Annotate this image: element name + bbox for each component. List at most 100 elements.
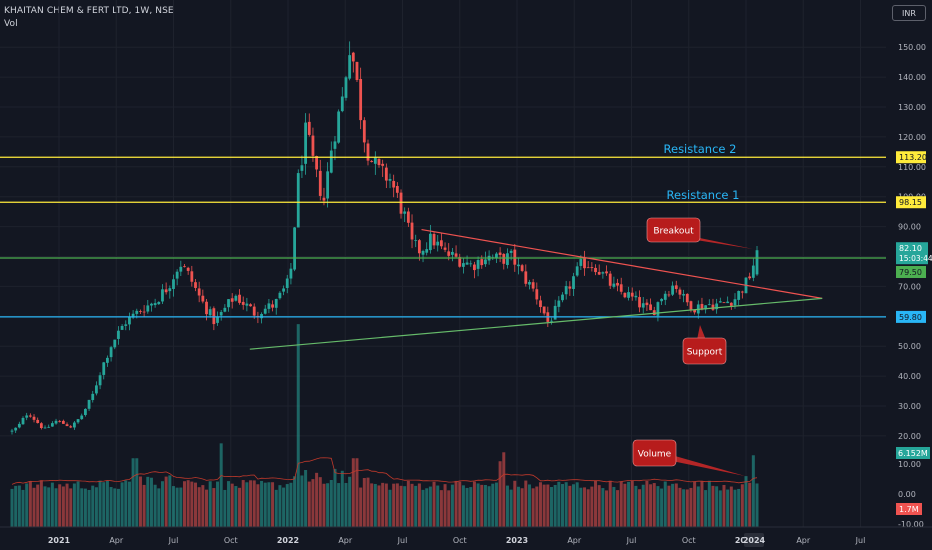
candle bbox=[619, 277, 623, 295]
candle-body bbox=[586, 267, 590, 269]
candle-body bbox=[344, 77, 348, 98]
volume-bar bbox=[98, 480, 102, 527]
candle bbox=[157, 301, 161, 305]
volume-bar bbox=[425, 488, 429, 527]
candle bbox=[223, 304, 227, 313]
candle bbox=[300, 155, 304, 179]
volume-bar bbox=[744, 476, 748, 527]
volume-bar bbox=[10, 488, 14, 527]
candle bbox=[726, 296, 730, 304]
candle-body bbox=[80, 415, 84, 420]
candle-body bbox=[76, 419, 80, 423]
volume-bar bbox=[616, 490, 620, 527]
volume-tick-label: 0.00 bbox=[898, 490, 916, 499]
volume-bar bbox=[337, 483, 341, 527]
candle bbox=[278, 291, 282, 300]
candle-body bbox=[634, 295, 638, 298]
candle-body bbox=[47, 426, 51, 428]
candle bbox=[315, 155, 319, 178]
price-tick-label: 20.00 bbox=[898, 432, 921, 441]
time-tick-label: Jul bbox=[168, 536, 179, 545]
candle bbox=[238, 289, 241, 305]
volume-bar bbox=[190, 481, 194, 527]
candle-body bbox=[205, 301, 208, 315]
volume-bar bbox=[491, 483, 495, 527]
candle-body bbox=[700, 303, 704, 310]
candle bbox=[531, 278, 535, 292]
candle-body bbox=[208, 309, 212, 316]
candle-body bbox=[498, 252, 502, 255]
volume-bar bbox=[671, 483, 675, 527]
volume-bar bbox=[194, 482, 197, 527]
candle-body bbox=[406, 211, 410, 223]
volume-bar bbox=[76, 481, 80, 527]
candle bbox=[575, 262, 579, 277]
volume-bar bbox=[450, 484, 454, 527]
volume-bar bbox=[395, 483, 399, 527]
candle bbox=[685, 293, 689, 306]
candle-body bbox=[197, 288, 201, 296]
candle-body bbox=[531, 282, 535, 289]
candle bbox=[473, 261, 476, 279]
candle-body bbox=[190, 271, 194, 282]
candle-body bbox=[142, 311, 146, 313]
candle bbox=[351, 51, 355, 73]
volume-bar bbox=[696, 486, 700, 527]
candle bbox=[410, 214, 414, 249]
gridlines bbox=[0, 0, 886, 527]
volume-bar bbox=[689, 487, 693, 527]
candle bbox=[491, 254, 495, 261]
candle bbox=[113, 339, 117, 350]
candle bbox=[69, 425, 73, 429]
volume-bar bbox=[205, 489, 209, 527]
candle-body bbox=[421, 251, 425, 255]
candle bbox=[480, 255, 484, 269]
currency-button[interactable]: INR bbox=[892, 5, 926, 21]
candle-body bbox=[594, 267, 597, 273]
candle-body bbox=[509, 250, 513, 253]
candle-body bbox=[755, 250, 759, 275]
candle-body bbox=[590, 267, 594, 268]
callout-pointer bbox=[690, 236, 753, 249]
candle-body bbox=[17, 423, 21, 428]
candle bbox=[260, 312, 263, 324]
candle bbox=[249, 303, 252, 307]
candle-body bbox=[605, 271, 608, 274]
volume-bar bbox=[315, 472, 319, 527]
candle-body bbox=[161, 289, 164, 302]
candle bbox=[80, 413, 84, 420]
candle bbox=[344, 75, 348, 101]
volume-bar bbox=[392, 483, 396, 527]
price-axis: 150.00140.00130.00120.00110.00100.0090.0… bbox=[896, 43, 932, 441]
candle bbox=[454, 245, 458, 259]
candle-body bbox=[172, 279, 175, 289]
candle-body bbox=[106, 357, 109, 363]
volume-bar bbox=[102, 482, 106, 527]
candle-body bbox=[351, 52, 355, 62]
volume-bar bbox=[131, 458, 135, 527]
volume-bar bbox=[718, 490, 722, 527]
candle-body bbox=[568, 286, 572, 289]
candle bbox=[524, 264, 528, 287]
candle bbox=[179, 260, 183, 277]
candle bbox=[663, 290, 667, 306]
candle-body bbox=[674, 285, 678, 289]
volume-bar bbox=[627, 481, 631, 527]
volume-bar bbox=[50, 482, 54, 527]
candle-body bbox=[751, 265, 755, 278]
candle bbox=[348, 41, 352, 81]
candle bbox=[700, 297, 704, 311]
volume-bar bbox=[733, 489, 737, 527]
last-price-label: 82.10 bbox=[899, 244, 922, 253]
volume-bar bbox=[476, 483, 480, 527]
candle bbox=[98, 372, 102, 390]
candle-body bbox=[597, 271, 601, 275]
candle bbox=[120, 324, 124, 330]
candle-body bbox=[117, 330, 120, 339]
candle bbox=[76, 419, 80, 424]
volume-bar bbox=[179, 487, 183, 527]
candle bbox=[54, 418, 58, 425]
candle bbox=[293, 226, 296, 272]
time-tick-label: Jul bbox=[397, 536, 408, 545]
